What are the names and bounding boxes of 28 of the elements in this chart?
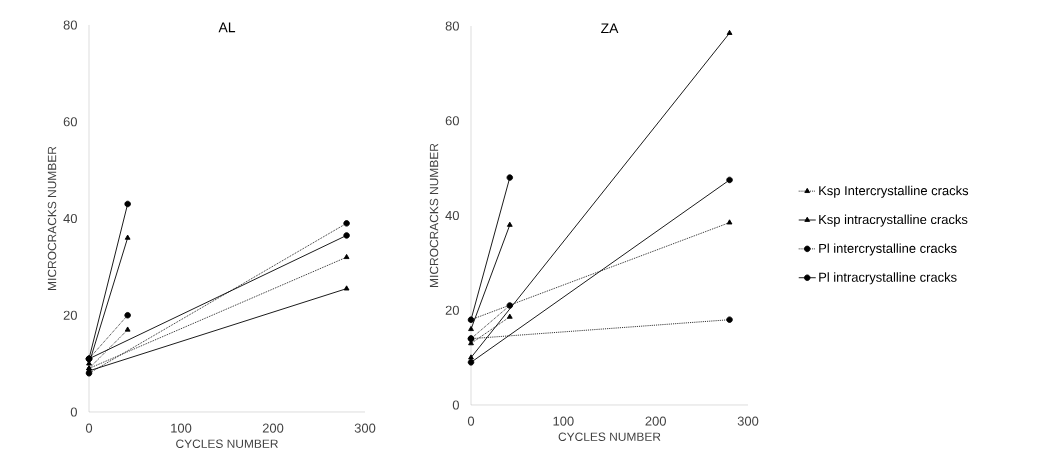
y-tick-label: 80 [445,21,459,31]
x-tick-label: 200 [645,416,666,426]
y-tick-label: 60 [63,117,77,127]
x-tick-label: 0 [467,416,475,426]
legend-label: Pl intracrystalline cracks [819,272,957,285]
chart-title: AL [218,22,236,33]
legend-label: Ksp Intercrystalline cracks [819,185,969,198]
chart-title: ZA [601,23,619,34]
y-tick-label: 60 [445,116,459,126]
legend-label: Pl intercrystalline cracks [819,243,957,256]
y-tick-label: 0 [70,407,77,417]
x-tick-label: 100 [553,416,574,426]
x-tick-label: 300 [354,423,376,433]
y-axis-title: MICROCRACKS NUMBER [429,143,439,287]
y-tick-label: 20 [63,310,77,320]
x-tick-label: 100 [171,423,192,433]
x-axis-title: CYCLES NUMBER [558,432,661,441]
x-axis-title: CYCLES NUMBER [176,439,278,448]
y-axis-title: MICROCRACKS NUMBER [47,146,57,290]
y-tick-label: 80 [63,20,77,30]
y-tick-label: 40 [63,213,77,224]
y-tick-label: 40 [445,210,459,221]
legend-label: Ksp intracrystalline cracks [819,214,968,227]
y-tick-label: 20 [445,305,459,315]
y-tick-label: 0 [452,400,459,410]
x-tick-label: 200 [262,423,284,433]
x-tick-label: 0 [85,423,93,433]
x-tick-label: 300 [737,416,759,426]
